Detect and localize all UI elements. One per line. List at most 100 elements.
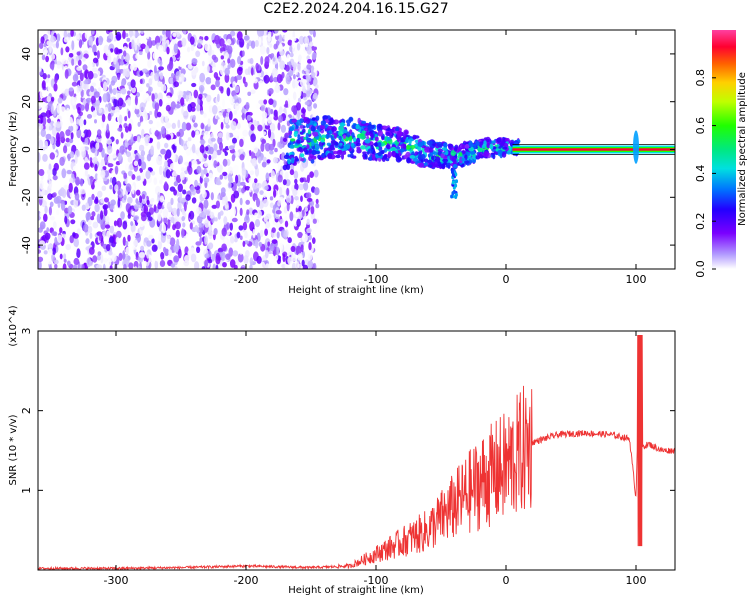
noise-speckle <box>131 86 137 94</box>
noise-speckle <box>108 217 114 227</box>
doppler-speckle <box>468 141 474 148</box>
noise-speckle <box>123 172 128 179</box>
noise-speckle <box>97 129 102 137</box>
noise-speckle <box>90 95 96 104</box>
noise-speckle <box>315 84 319 89</box>
noise-speckle <box>304 43 308 48</box>
noise-speckle <box>119 145 125 155</box>
noise-speckle <box>292 79 296 89</box>
doppler-speckle <box>317 154 322 160</box>
noise-speckle <box>226 87 231 97</box>
doppler-speckle <box>427 164 433 168</box>
noise-speckle <box>148 119 153 125</box>
noise-speckle <box>150 145 155 155</box>
noise-speckle <box>191 197 197 204</box>
doppler-speckle <box>381 156 386 162</box>
noise-speckle <box>198 221 203 228</box>
noise-speckle <box>140 245 145 252</box>
noise-speckle <box>48 41 54 46</box>
noise-speckle <box>148 78 153 86</box>
noise-speckle <box>107 154 114 164</box>
noise-speckle <box>167 63 173 72</box>
noise-speckle <box>100 170 106 178</box>
noise-speckle <box>110 48 114 53</box>
doppler-speckle <box>364 153 368 160</box>
noise-speckle <box>296 218 301 227</box>
noise-speckle <box>73 57 77 66</box>
noise-speckle <box>92 255 98 263</box>
noise-speckle <box>57 97 63 104</box>
noise-speckle <box>269 123 276 132</box>
noise-speckle <box>189 210 195 220</box>
noise-speckle <box>217 112 223 118</box>
noise-speckle <box>134 266 138 269</box>
noise-speckle <box>200 122 205 130</box>
noise-speckle <box>294 196 299 201</box>
noise-speckle <box>247 91 252 97</box>
noise-speckle <box>115 139 119 145</box>
noise-speckle <box>38 256 44 262</box>
noise-speckle <box>71 81 78 87</box>
noise-speckle <box>159 72 164 80</box>
noise-speckle <box>40 36 45 45</box>
noise-speckle <box>63 37 69 43</box>
doppler-speckle <box>421 146 425 153</box>
noise-speckle <box>267 30 273 33</box>
noise-speckle <box>200 31 205 37</box>
noise-speckle <box>165 195 171 201</box>
doppler-speckle <box>403 154 409 160</box>
noise-speckle <box>148 86 153 93</box>
noise-speckle <box>182 30 187 35</box>
noise-speckle <box>219 142 223 151</box>
noise-speckle <box>255 139 262 144</box>
noise-speckle <box>131 185 135 195</box>
noise-speckle <box>207 172 214 181</box>
noise-speckle <box>157 191 161 202</box>
doppler-speckle <box>329 118 334 124</box>
noise-speckle <box>178 94 182 100</box>
noise-speckle <box>138 144 145 152</box>
noise-speckle <box>181 37 187 47</box>
doppler-speckle <box>383 125 388 130</box>
noise-speckle <box>196 165 202 174</box>
noise-speckle <box>89 232 93 239</box>
x-tick-label: -300 <box>104 574 129 587</box>
doppler-speckle <box>384 147 388 153</box>
noise-speckle <box>53 259 59 265</box>
noise-speckle <box>110 125 114 135</box>
noise-speckle <box>78 39 83 49</box>
noise-speckle <box>287 256 293 265</box>
noise-speckle <box>305 76 310 86</box>
noise-speckle <box>273 43 278 50</box>
noise-speckle <box>164 115 169 123</box>
noise-speckle <box>94 180 101 188</box>
noise-speckle <box>86 114 93 119</box>
noise-speckle <box>235 174 239 184</box>
noise-speckle <box>47 174 51 181</box>
noise-speckle <box>65 244 71 251</box>
noise-speckle <box>208 242 214 250</box>
doppler-speckle <box>360 145 367 150</box>
noise-speckle <box>304 206 309 212</box>
doppler-speckle <box>396 136 401 143</box>
doppler-speckle <box>386 145 391 150</box>
noise-speckle <box>310 200 314 207</box>
doppler-speckle <box>420 153 426 160</box>
noise-speckle <box>94 196 99 204</box>
noise-speckle <box>183 106 187 111</box>
noise-speckle <box>227 173 233 183</box>
doppler-speckle <box>483 140 487 147</box>
noise-speckle <box>111 106 116 111</box>
noise-speckle <box>275 34 280 41</box>
noise-speckle <box>76 228 81 236</box>
noise-speckle <box>47 83 52 92</box>
y-tick-label: 1 <box>20 487 33 494</box>
noise-speckle <box>47 118 51 124</box>
doppler-speckle <box>441 163 446 170</box>
doppler-speckle <box>361 120 366 124</box>
noise-speckle <box>104 215 110 223</box>
noise-speckle <box>153 135 158 145</box>
doppler-speckle <box>469 150 476 155</box>
noise-speckle <box>280 136 284 144</box>
noise-speckle <box>170 197 174 206</box>
